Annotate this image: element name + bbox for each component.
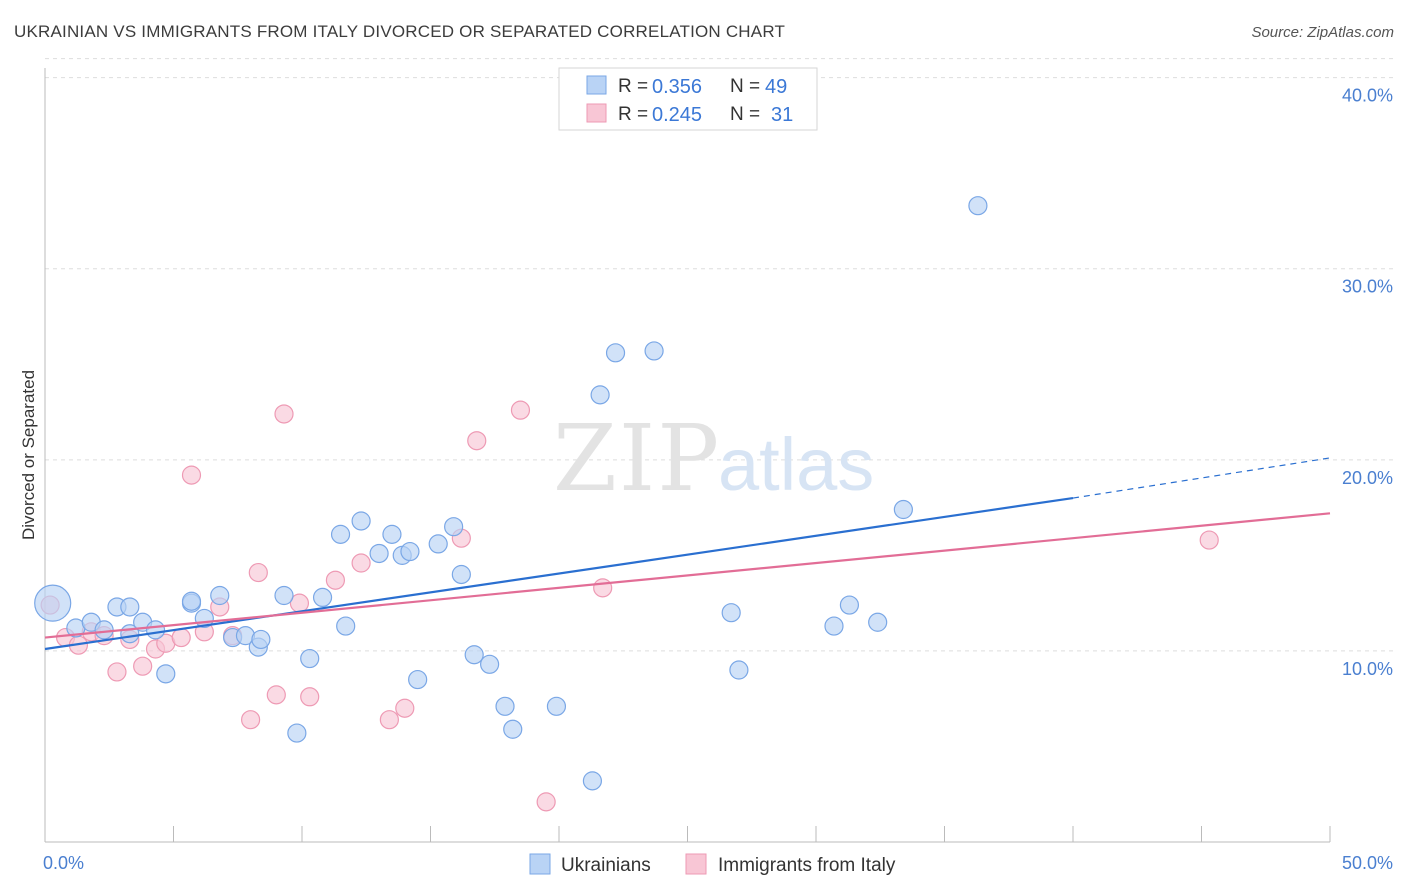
point-italy: [351, 553, 371, 573]
point-ukrainians: [181, 591, 202, 611]
point-italy: [300, 687, 320, 707]
point-ukrainians: [893, 499, 913, 520]
y-tick-label: 40.0%: [1342, 86, 1393, 106]
point-ukrainians: [287, 723, 307, 743]
point-ukrainians: [729, 660, 749, 680]
point-ukrainians: [351, 511, 371, 531]
watermark-zip: ZIP: [553, 405, 721, 512]
point-ukrainians: [428, 534, 448, 554]
point-ukrainians: [495, 696, 515, 716]
point-ukrainians: [330, 524, 351, 544]
point-ukrainians: [582, 771, 603, 791]
point-ukrainians: [210, 585, 230, 606]
trend-lines: [44, 457, 1331, 651]
point-ukrainians: [824, 616, 844, 636]
point-ukrainians: [464, 645, 484, 665]
legend-swatch-italy: [586, 103, 607, 123]
point-ukrainians: [94, 620, 114, 640]
y-tick-label: 10.0%: [1342, 659, 1393, 679]
point-ukrainians: [34, 584, 72, 622]
point-ukrainians: [480, 654, 500, 674]
legend-r-label-2: R =: [618, 104, 648, 125]
trendline-ukrainians-extension: [1072, 457, 1331, 499]
y-tick-label: 20.0%: [1342, 468, 1393, 488]
point-ukrainians: [120, 597, 140, 617]
x-axis-ticks: [173, 826, 1331, 842]
point-ukrainians: [336, 616, 356, 636]
point-italy: [536, 792, 556, 812]
y-axis-tick-labels: 10.0% 20.0% 30.0% 40.0%: [1342, 86, 1393, 679]
point-ukrainians: [400, 541, 420, 562]
legend-n-value-2: 31: [771, 104, 793, 126]
legend-swatch-ukrainians: [586, 75, 607, 95]
point-ukrainians: [369, 543, 389, 564]
legend-n-value-1: 49: [765, 76, 787, 98]
x-tick-label-min: 0.0%: [43, 853, 84, 873]
series-ukrainians-points: [34, 196, 988, 791]
point-italy: [248, 562, 268, 583]
bottom-legend-swatch-ukrainians: [529, 853, 551, 875]
point-ukrainians: [451, 564, 471, 585]
point-ukrainians: [145, 620, 166, 640]
point-ukrainians: [300, 648, 320, 669]
point-ukrainians: [721, 603, 741, 623]
legend-n-label-2: N =: [730, 104, 760, 125]
point-ukrainians: [590, 385, 610, 405]
point-italy: [133, 656, 153, 676]
x-tick-label-max: 50.0%: [1342, 853, 1393, 873]
y-axis-title: Divorced or Separated: [19, 370, 38, 540]
point-ukrainians: [839, 595, 860, 615]
source-label: Source: ZipAtlas.com: [1251, 24, 1394, 41]
point-ukrainians: [968, 196, 988, 216]
point-italy: [510, 400, 531, 420]
point-ukrainians: [312, 587, 333, 608]
point-italy: [171, 627, 191, 648]
point-italy: [274, 404, 294, 424]
point-italy: [1199, 530, 1219, 550]
point-italy: [107, 662, 127, 682]
trendline-ukrainians: [44, 496, 1074, 651]
series-italy-points: [40, 400, 1219, 812]
point-italy: [395, 698, 415, 718]
bottom-legend-label-ukrainians: Ukrainians: [561, 855, 651, 876]
point-ukrainians: [644, 341, 664, 361]
point-italy: [467, 431, 487, 451]
legend-r-value-1: 0.356: [652, 76, 702, 98]
point-ukrainians: [546, 696, 567, 716]
gridlines: [45, 58, 1395, 652]
point-italy: [181, 465, 202, 485]
watermark-atlas: atlas: [718, 423, 874, 506]
point-italy: [241, 710, 261, 730]
point-ukrainians: [503, 719, 523, 739]
point-ukrainians: [274, 585, 294, 606]
point-italy: [593, 578, 613, 598]
point-ukrainians: [444, 517, 464, 537]
point-ukrainians: [156, 664, 176, 684]
point-ukrainians: [605, 343, 626, 363]
legend-r-label-1: R =: [618, 76, 648, 97]
chart-title: UKRAINIAN VS IMMIGRANTS FROM ITALY DIVOR…: [14, 22, 786, 41]
legend-r-value-2: 0.245: [652, 104, 702, 126]
point-ukrainians: [408, 669, 428, 690]
bottom-legend-label-italy: Immigrants from Italy: [718, 855, 896, 876]
point-italy: [266, 685, 286, 705]
trendline-italy: [44, 512, 1331, 639]
series-legend: Ukrainians Immigrants from Italy: [529, 853, 896, 876]
bottom-legend-swatch-italy: [685, 853, 707, 875]
correlation-legend: R = 0.356 N = 49 R = 0.245 N = 31: [558, 67, 818, 131]
point-italy: [325, 570, 346, 590]
point-italy: [379, 710, 399, 730]
y-tick-label: 30.0%: [1342, 277, 1393, 297]
point-ukrainians: [382, 524, 402, 544]
legend-n-label-1: N =: [730, 76, 760, 97]
point-ukrainians: [251, 629, 271, 650]
point-ukrainians: [868, 612, 888, 632]
